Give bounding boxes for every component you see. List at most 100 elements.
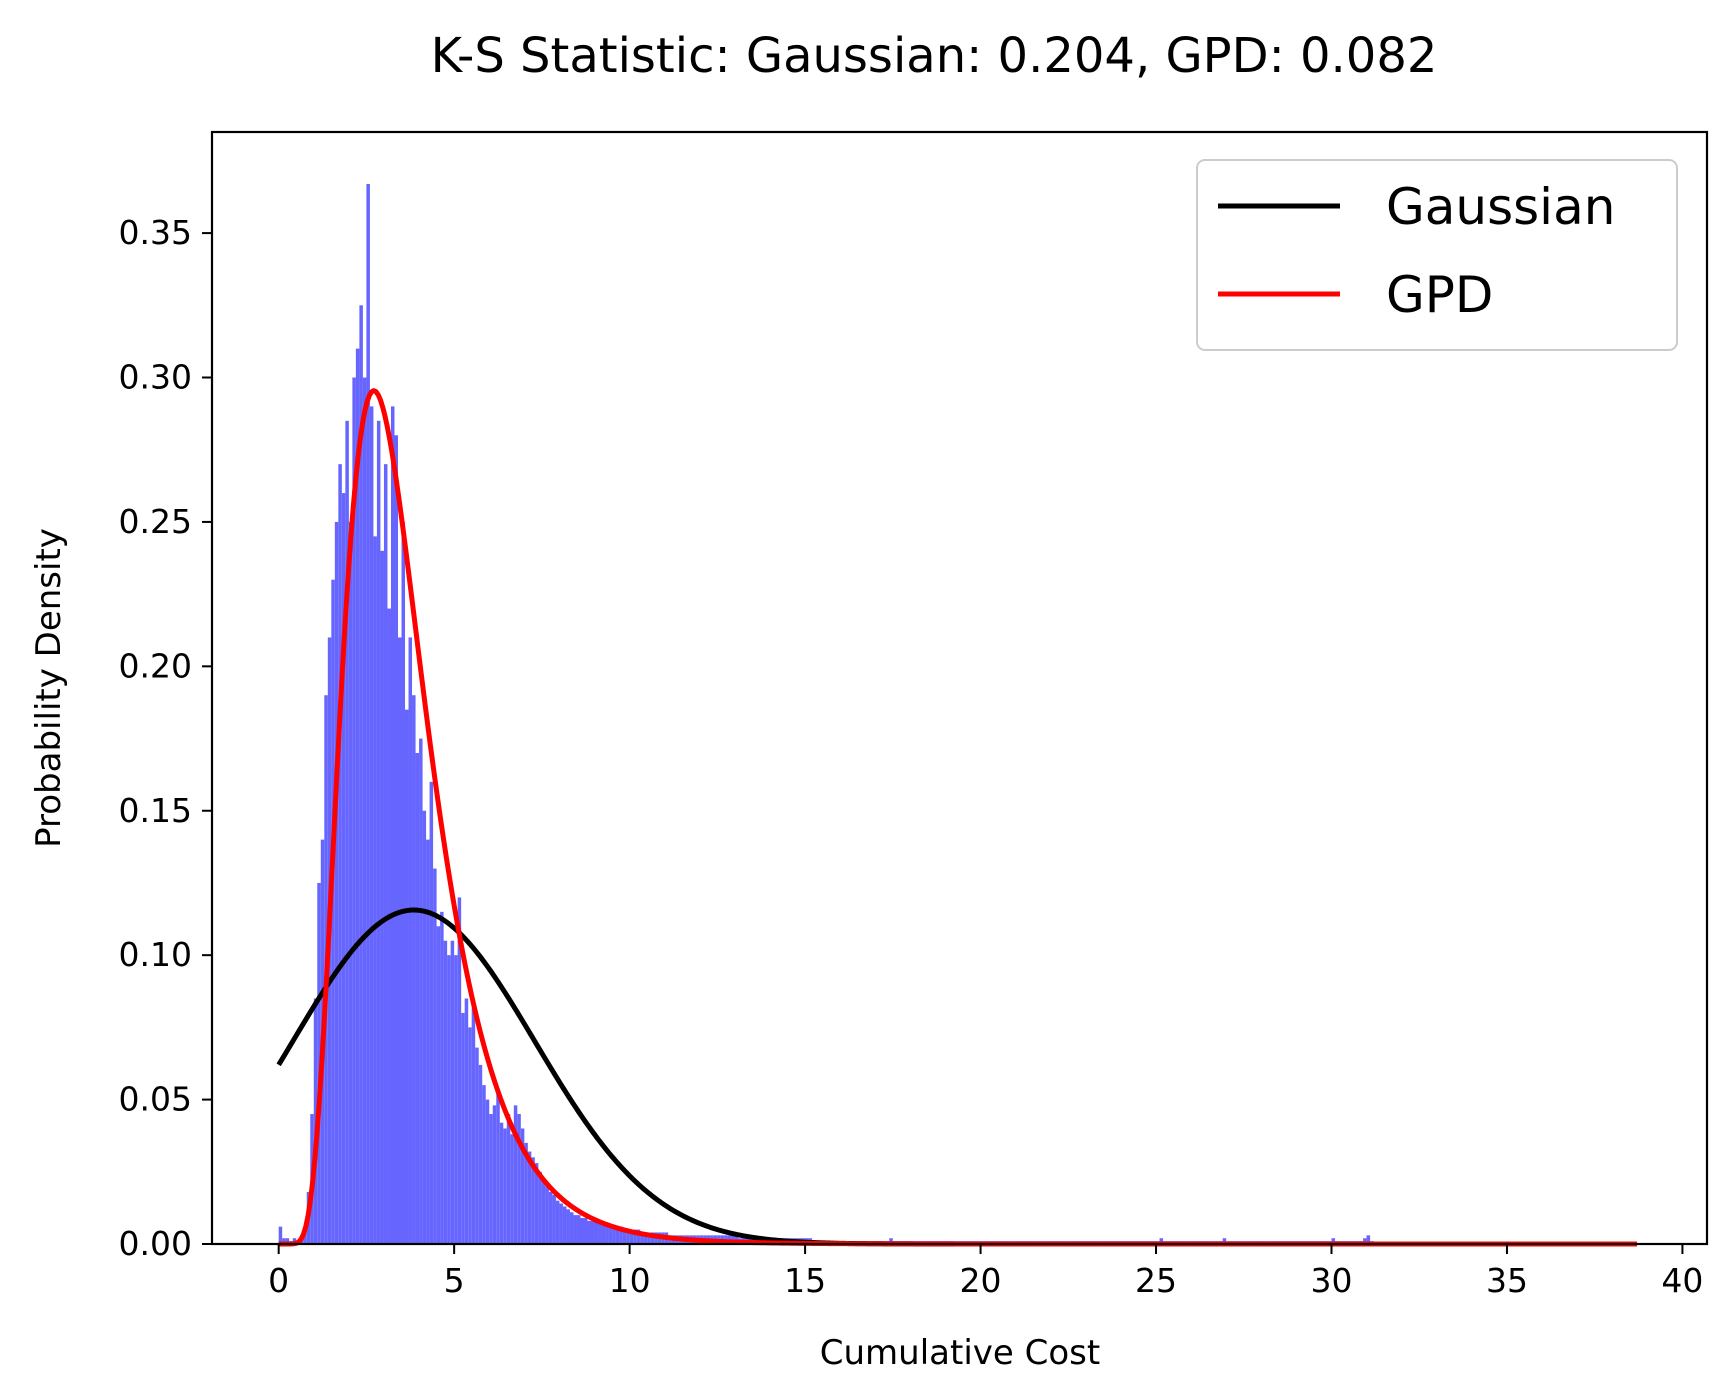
histogram-bar [513, 1105, 518, 1244]
histogram-bar [538, 1171, 542, 1244]
histogram-bar [622, 1229, 627, 1244]
x-tick-label: 20 [960, 1261, 1002, 1300]
y-axis-label: Probability Density [29, 528, 69, 848]
histogram-bar [464, 998, 469, 1244]
histogram-bar [454, 955, 458, 1244]
histogram-bar [440, 911, 444, 1244]
histogram-bar [527, 1151, 532, 1244]
y-tick-label: 0.10 [119, 935, 192, 974]
histogram-bar [338, 464, 342, 1244]
chart-title: K-S Statistic: Gaussian: 0.204, GPD: 0.0… [431, 28, 1438, 84]
histogram-bar [647, 1232, 651, 1244]
histogram-bar [562, 1206, 567, 1244]
histogram-bar [461, 1012, 465, 1244]
histogram-bar [541, 1180, 546, 1244]
histogram-bar [1159, 1238, 1164, 1244]
histogram-bar [559, 1203, 563, 1244]
histogram-bar [489, 1114, 493, 1244]
histogram-bar [369, 406, 374, 1244]
histogram-bar [443, 940, 448, 1244]
histogram-bar [478, 1064, 483, 1244]
y-tick-label: 0.15 [119, 791, 192, 830]
histogram-bar [552, 1194, 556, 1244]
histogram-bar [390, 406, 395, 1244]
histogram-bar [650, 1232, 655, 1244]
histogram-bar [359, 305, 363, 1244]
histogram-bar [531, 1157, 535, 1244]
histogram-bar [352, 377, 356, 1244]
histogram-bar [576, 1215, 581, 1244]
x-tick-label: 35 [1486, 1261, 1528, 1300]
histogram-bar [889, 1238, 893, 1244]
histogram-bar [341, 493, 346, 1244]
histogram-bar [545, 1186, 549, 1244]
histogram-bar [317, 882, 321, 1244]
histogram-bar [569, 1212, 574, 1244]
histogram-bar [626, 1229, 630, 1244]
histogram-bar [598, 1223, 602, 1244]
histogram-bar [450, 940, 455, 1244]
histogram-bar [601, 1223, 606, 1244]
y-tick-label: 0.05 [119, 1080, 192, 1119]
histogram-bar [387, 608, 391, 1244]
histogram-bar [447, 955, 451, 1244]
histogram-bar [485, 1099, 490, 1244]
histogram-bar [408, 637, 413, 1244]
histogram-bar [282, 1238, 286, 1244]
histogram-bar [355, 348, 360, 1244]
histogram-bar [580, 1218, 584, 1244]
histogram-bar [629, 1229, 634, 1244]
histogram-bar [348, 521, 353, 1244]
histogram-bar [366, 183, 370, 1245]
x-tick-label: 15 [784, 1261, 826, 1300]
histogram-bar [429, 781, 434, 1244]
histogram-bar [1363, 1238, 1367, 1244]
histogram-bar [433, 868, 437, 1244]
y-tick-label: 0.35 [119, 213, 192, 252]
legend-label-gpd: GPD [1386, 266, 1493, 324]
x-axis-label: Cumulative Cost [820, 1333, 1100, 1373]
histogram-bar [412, 695, 416, 1244]
histogram-bar [520, 1128, 525, 1244]
histogram-bar [591, 1220, 595, 1244]
plot-frame [210, 130, 1709, 1246]
histogram-bar [605, 1223, 609, 1244]
histogram-bar [534, 1163, 539, 1244]
histogram-bar [334, 521, 339, 1244]
histogram-bar [496, 1093, 500, 1244]
y-tick-label: 0.25 [119, 502, 192, 541]
histogram-bars [278, 183, 1374, 1245]
histogram-bar [373, 536, 377, 1244]
histogram-bar [643, 1232, 648, 1244]
histogram-bar [468, 1027, 472, 1244]
y-tick-label: 0.20 [119, 646, 192, 685]
histogram-bar [524, 1142, 528, 1244]
x-tick-label: 10 [609, 1261, 651, 1300]
x-axis: 0 5 10 15 20 25 30 35 40 [268, 1244, 1703, 1300]
histogram-bar [436, 926, 441, 1244]
histogram-bar [471, 1007, 476, 1244]
histogram-bar [555, 1200, 560, 1244]
y-tick-label: 0.00 [119, 1224, 192, 1263]
histogram-bar [566, 1209, 570, 1244]
y-axis: 0.00 0.05 0.10 0.15 0.20 0.25 0.30 0.35 [119, 213, 212, 1263]
x-tick-label: 40 [1661, 1261, 1703, 1300]
histogram-bar [331, 579, 335, 1244]
histogram-bar [633, 1229, 637, 1244]
histogram-bar [457, 897, 462, 1244]
histogram-bar [492, 1105, 497, 1244]
histogram-bar [503, 1128, 507, 1244]
histogram-bar [612, 1226, 616, 1244]
histogram-bar [405, 709, 409, 1244]
histogram-bar [517, 1114, 521, 1244]
x-tick-label: 0 [268, 1261, 289, 1300]
x-tick-label: 30 [1310, 1261, 1352, 1300]
histogram-bar [285, 1238, 290, 1244]
histogram-bar [573, 1215, 577, 1244]
histogram-bar [362, 377, 367, 1244]
histogram-bar [1366, 1235, 1371, 1244]
histogram-bar [1222, 1238, 1227, 1244]
histogram-bar [499, 1122, 504, 1244]
histogram-bar [594, 1220, 599, 1244]
